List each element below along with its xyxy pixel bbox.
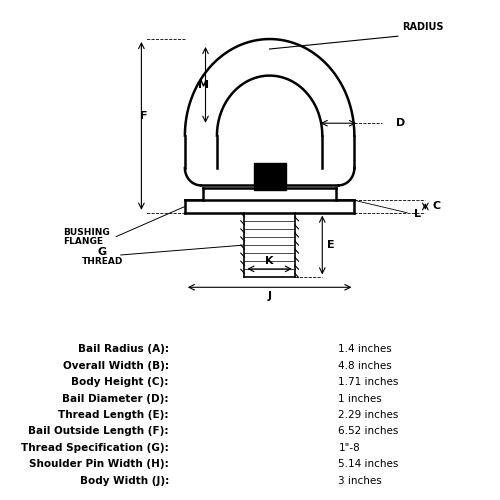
Text: Overall Width (B):: Overall Width (B): xyxy=(63,361,169,371)
Text: Bail Outside Length (F):: Bail Outside Length (F): xyxy=(28,426,169,436)
Text: 3 inches: 3 inches xyxy=(338,476,382,486)
Text: FLANGE: FLANGE xyxy=(64,236,104,246)
Text: D: D xyxy=(396,118,405,128)
Text: E: E xyxy=(327,240,334,250)
Text: Body Width (J):: Body Width (J): xyxy=(80,476,169,486)
Text: F: F xyxy=(140,111,147,121)
Text: Bail Radius (A):: Bail Radius (A): xyxy=(78,344,169,354)
Text: Body Height (C):: Body Height (C): xyxy=(72,378,169,388)
Text: M: M xyxy=(198,80,208,90)
Text: THREAD: THREAD xyxy=(82,257,123,266)
Text: K: K xyxy=(266,256,274,266)
Text: L: L xyxy=(414,209,421,219)
Text: Thread Specification (G):: Thread Specification (G): xyxy=(21,443,169,453)
Text: 6.52 inches: 6.52 inches xyxy=(338,426,398,436)
Text: 4.8 inches: 4.8 inches xyxy=(338,361,392,371)
Text: 1 inches: 1 inches xyxy=(338,394,382,404)
Text: C: C xyxy=(432,202,440,211)
Text: Bail Diameter (D):: Bail Diameter (D): xyxy=(62,394,169,404)
Text: 5.14 inches: 5.14 inches xyxy=(338,460,398,469)
Text: Shoulder Pin Width (H):: Shoulder Pin Width (H): xyxy=(29,460,169,469)
Text: BUSHING: BUSHING xyxy=(64,228,110,237)
Text: G: G xyxy=(98,248,107,258)
Text: J: J xyxy=(268,291,272,301)
Text: RADIUS: RADIUS xyxy=(402,22,444,32)
Text: 1.71 inches: 1.71 inches xyxy=(338,378,398,388)
Text: 2.29 inches: 2.29 inches xyxy=(338,410,398,420)
Bar xyxy=(254,163,286,190)
Text: Thread Length (E):: Thread Length (E): xyxy=(58,410,169,420)
Text: 1.4 inches: 1.4 inches xyxy=(338,344,392,354)
Text: 1"-8: 1"-8 xyxy=(338,443,360,453)
